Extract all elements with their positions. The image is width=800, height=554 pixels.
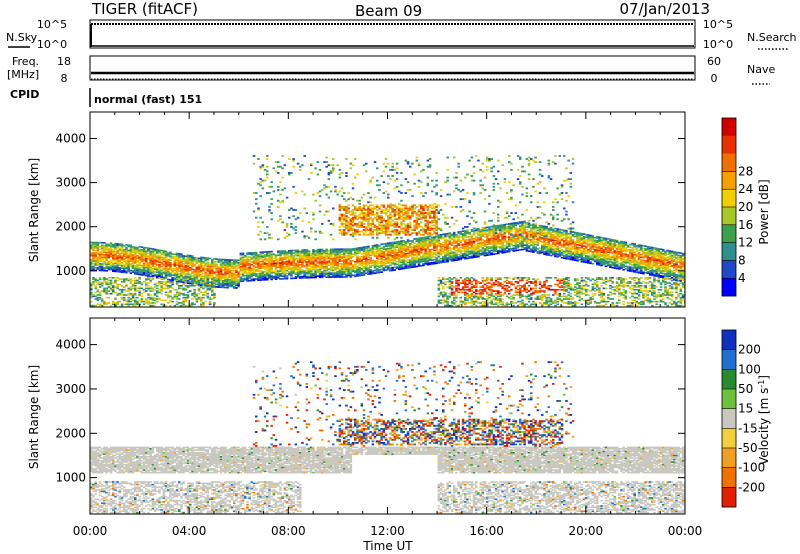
velocity-colorbar-label: Velocity [m s-1] <box>757 375 772 465</box>
freq-unit: [MHz] <box>7 68 39 81</box>
nsky-tick-top: 10^5 <box>37 18 67 31</box>
time-axis-title: Time UT <box>362 539 413 553</box>
colorbar-tick-label: 12 <box>738 236 753 250</box>
colorbar-swatch <box>722 260 736 279</box>
colorbar-tick-label: 15 <box>738 402 753 416</box>
colorbar-swatch <box>722 242 736 261</box>
power-ylabel: Slant Range [km] <box>27 158 41 262</box>
x-tick-label: 20:00 <box>569 524 604 538</box>
time-axis-labels: 00:00 04:00 08:00 12:00 16:00 20:00 00:00 <box>73 524 703 538</box>
x-tick-label: 16:00 <box>469 524 504 538</box>
nsky-label: N.Sky <box>6 31 38 44</box>
y-tick-label: 4000 <box>55 338 86 352</box>
date-title: 07/Jan/2013 <box>620 0 711 18</box>
colorbar-tick-label: -15 <box>738 421 758 435</box>
power-colorbar: 4 8 12 16 20 24 28 <box>721 117 753 297</box>
colorbar-tick-label: -100 <box>738 461 765 475</box>
colorbar-tick-label: 200 <box>738 343 761 357</box>
colorbar-tick-label: 50 <box>738 382 753 396</box>
y-tick-label: 2000 <box>55 220 86 234</box>
colorbar-swatch <box>722 224 736 243</box>
colorbar-swatch <box>722 278 736 297</box>
colorbar-tick-label: 16 <box>738 218 753 232</box>
cpid-label: CPID <box>10 88 39 101</box>
cpid-value: normal (fast) 151 <box>94 93 202 106</box>
nave-tick-bottom: 0 <box>711 72 718 85</box>
colorbar-tick-label: -200 <box>738 480 765 494</box>
colorbar-swatch <box>722 408 736 429</box>
colorbar-tick-label: 8 <box>738 253 746 267</box>
colorbar-tick-label: 24 <box>738 182 753 196</box>
power-heatmap <box>90 155 685 307</box>
velocity-frame <box>89 317 686 515</box>
freq-panel <box>89 55 696 81</box>
station-title: TIGER (fitACF) <box>91 0 198 18</box>
colorbar-swatch <box>722 153 736 172</box>
colorbar-swatch <box>722 369 736 390</box>
freq-label: Freq. <box>12 55 39 68</box>
x-tick-label: 08:00 <box>271 524 306 538</box>
colorbar-swatch <box>722 171 736 190</box>
velocity-axes: 1000 2000 3000 4000 <box>55 318 686 514</box>
x-tick-label: 04:00 <box>172 524 207 538</box>
colorbar-swatch <box>722 349 736 370</box>
power-colorbar-label: Power [dB] <box>757 179 771 244</box>
colorbar-swatch <box>722 467 736 488</box>
y-tick-label: 3000 <box>55 176 86 190</box>
colorbar-tick-label: 28 <box>738 164 753 178</box>
nsearch-tick-top: 10^5 <box>703 18 733 31</box>
colorbar-swatch <box>722 428 736 449</box>
colorbar-tick-label: 20 <box>738 200 753 214</box>
freq-tick-bottom: 8 <box>61 72 68 85</box>
velocity-heatmap <box>90 361 685 514</box>
velocity-ylabel: Slant Range [km] <box>27 365 41 469</box>
y-tick-label: 1000 <box>55 264 86 278</box>
nsearch-label: N.Search <box>747 31 797 44</box>
beam-title: Beam 09 <box>355 2 422 20</box>
x-tick-label: 00:00 <box>73 524 108 538</box>
colorbar-swatch <box>722 487 736 508</box>
nave-tick-top: 60 <box>707 55 721 68</box>
x-tick-label: 12:00 <box>370 524 405 538</box>
y-tick-label: 1000 <box>55 471 86 485</box>
colorbar-swatch <box>722 189 736 208</box>
colorbar-tick-label: 100 <box>738 362 761 376</box>
colorbar-swatch <box>722 135 736 154</box>
freq-tick-top: 18 <box>57 55 71 68</box>
colorbar-swatch <box>722 448 736 468</box>
colorbar-swatch <box>722 207 736 226</box>
y-tick-label: 4000 <box>55 131 86 145</box>
y-tick-label: 2000 <box>55 426 86 440</box>
colorbar-swatch <box>722 330 736 350</box>
nsearch-tick-bottom: 10^0 <box>703 38 733 51</box>
power-axes: 1000 2000 3000 4000 <box>55 112 686 307</box>
y-tick-label: 3000 <box>55 382 86 396</box>
colorbar-swatch <box>722 389 736 409</box>
colorbar-tick-label: 4 <box>738 271 746 285</box>
velocity-colorbar: 200 100 50 15 -15 -50 -100 -200 <box>721 329 765 508</box>
colorbar-tick-label: -50 <box>738 441 758 455</box>
x-tick-label: 00:00 <box>668 524 703 538</box>
nsky-panel <box>89 19 696 49</box>
nsky-tick-bottom: 10^0 <box>37 38 67 51</box>
nave-label: Nave <box>747 63 775 76</box>
colorbar-swatch <box>722 118 736 137</box>
